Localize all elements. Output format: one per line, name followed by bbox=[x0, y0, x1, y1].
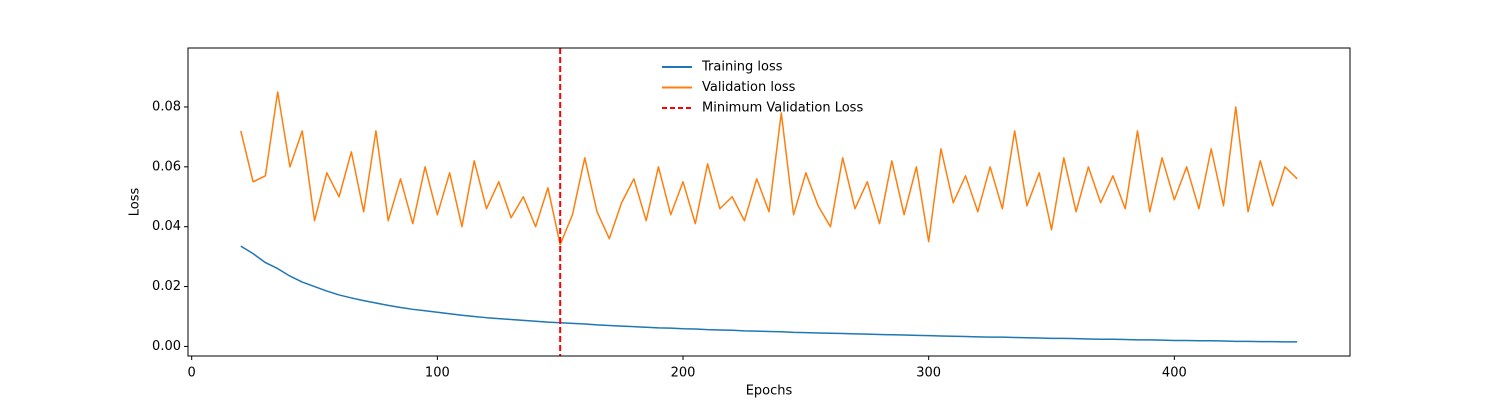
y-tick-label: 0.08 bbox=[152, 99, 181, 114]
x-tick-label: 0 bbox=[188, 366, 196, 381]
y-tick-label: 0.02 bbox=[152, 279, 181, 294]
x-tick-label: 100 bbox=[425, 366, 450, 381]
plot-frame bbox=[187, 47, 1351, 357]
y-tick-label: 0.04 bbox=[152, 219, 181, 234]
series-line bbox=[240, 245, 1298, 343]
series-line bbox=[240, 91, 1298, 246]
legend-label: Validation loss bbox=[702, 80, 796, 95]
x-axis-label: Epochs bbox=[746, 384, 793, 399]
y-axis-label: Loss bbox=[128, 188, 143, 217]
x-tick-label: 200 bbox=[671, 366, 696, 381]
y-tick-label: 0.06 bbox=[152, 159, 181, 174]
y-tick-label: 0.00 bbox=[152, 339, 181, 354]
x-tick-label: 300 bbox=[916, 366, 941, 381]
legend-label: Minimum Validation Loss bbox=[702, 101, 863, 116]
x-tick-label: 400 bbox=[1162, 366, 1187, 381]
legend-label: Training loss bbox=[701, 60, 783, 75]
